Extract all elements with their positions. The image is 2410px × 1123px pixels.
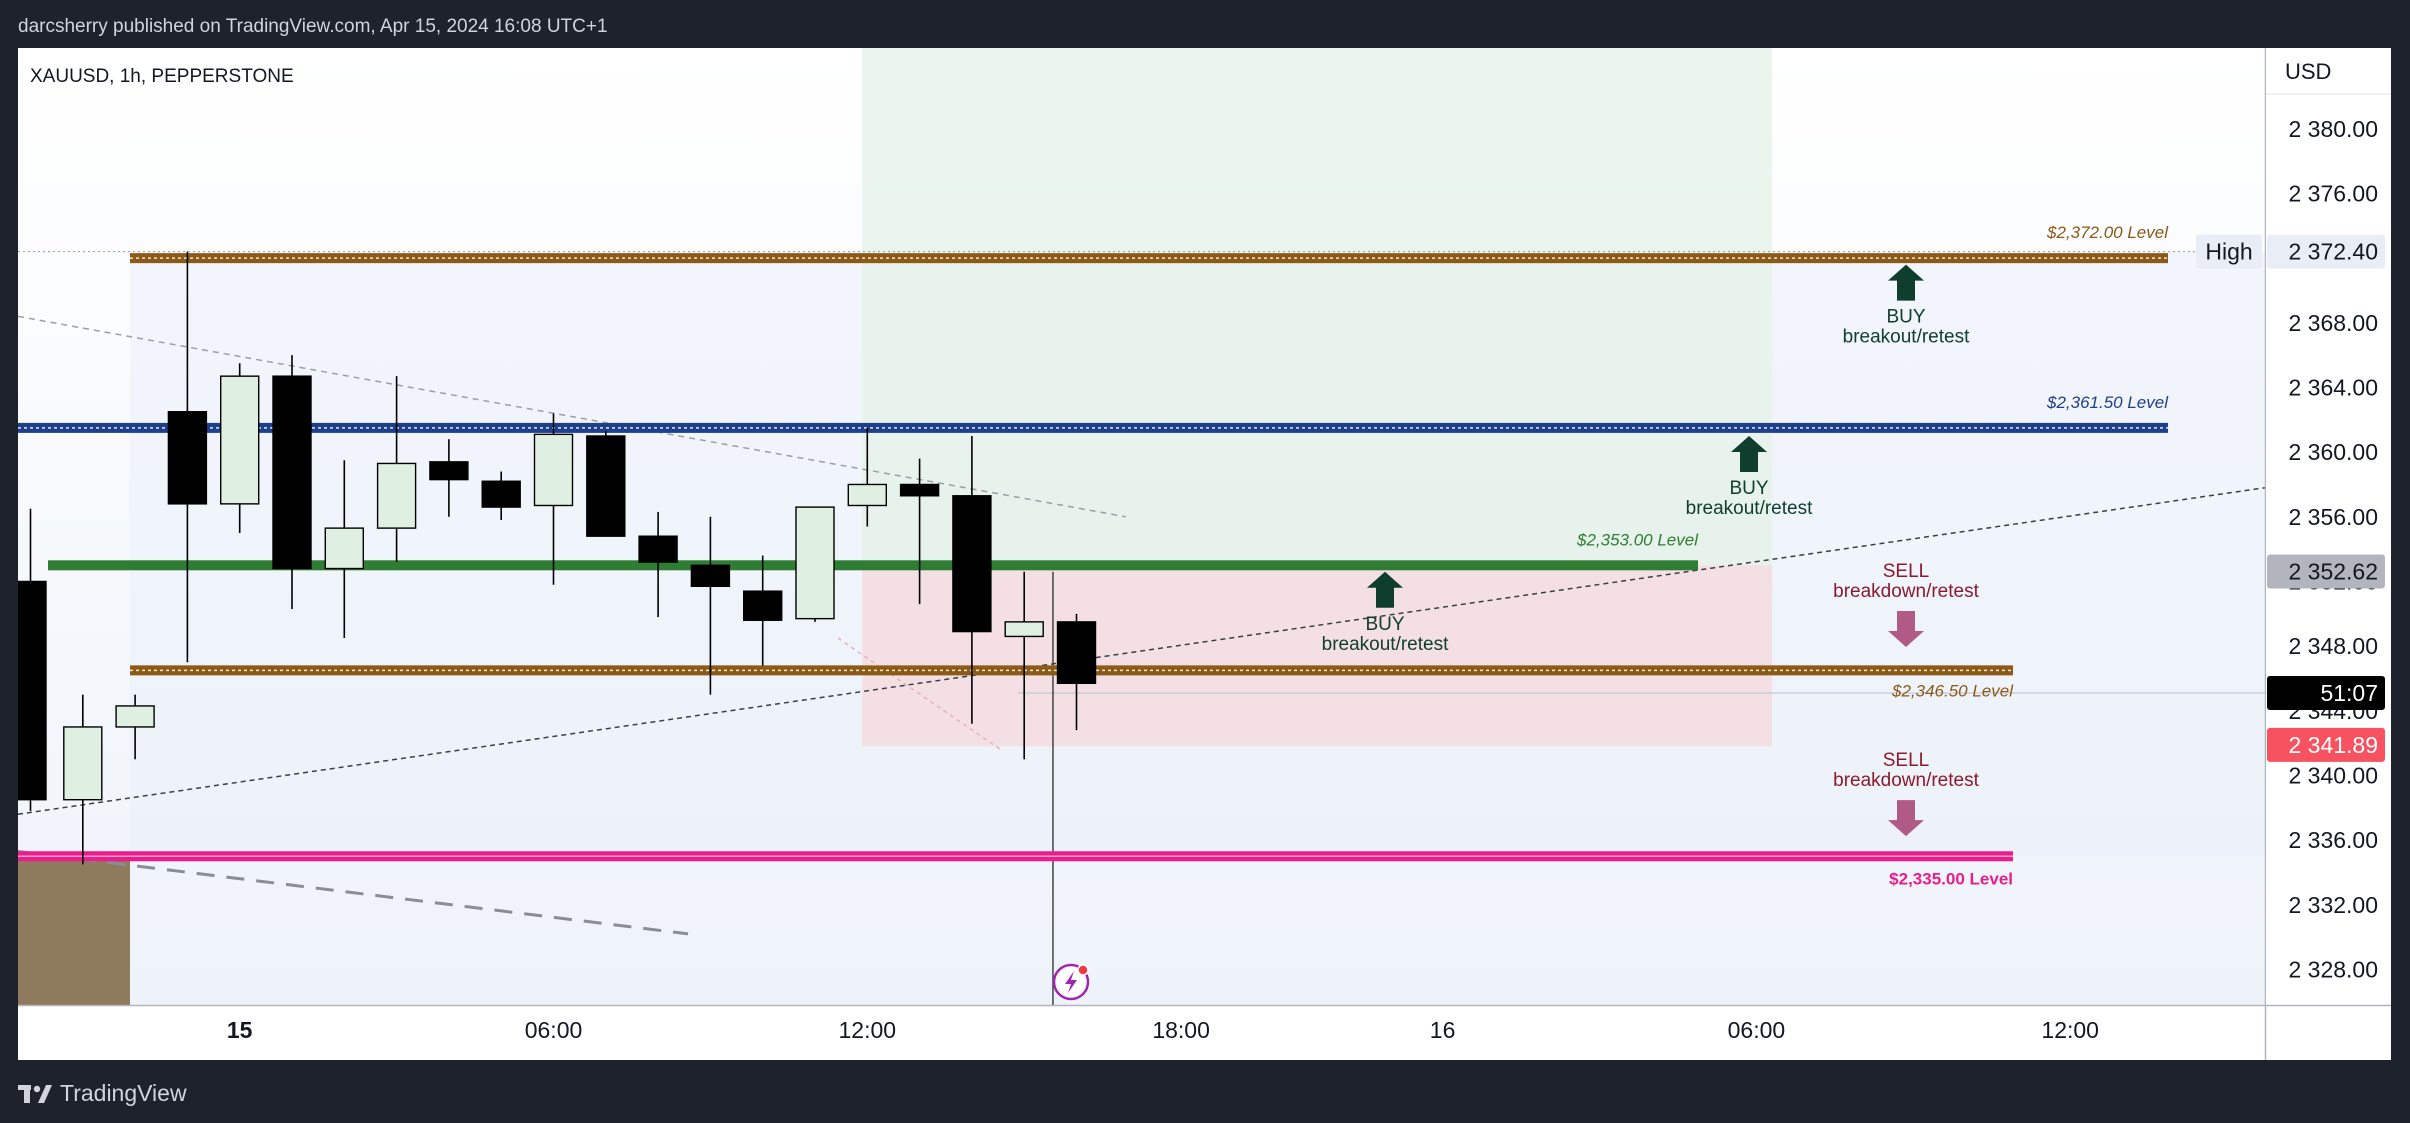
level-line-0[interactable] — [130, 253, 2168, 264]
candlestick-chart[interactable]: $2,372.00 Level $2,361.50 Level $2,353.00 … — [18, 48, 2391, 1060]
footer: TradingView — [0, 1060, 2410, 1123]
signal-title-0: BUY — [1886, 307, 1925, 328]
candle-body-7[interactable] — [376, 462, 417, 529]
candle-body-8[interactable] — [429, 461, 469, 481]
candle-body-9[interactable] — [481, 480, 521, 508]
level-label-2: $2,353.00 Level — [1576, 530, 1699, 549]
candle-body-3[interactable] — [167, 411, 208, 505]
candle-body-1[interactable] — [63, 726, 103, 801]
time-axis[interactable] — [18, 1005, 2391, 1060]
signal-subtitle-0: breakout/retest — [1843, 327, 1970, 348]
sell-arrow-icon-4 — [1888, 800, 1924, 837]
time-tick-label-5: 06:00 — [1728, 1017, 1786, 1043]
lightning-bolt-icon — [1065, 971, 1077, 993]
level-line-2[interactable] — [48, 560, 1698, 571]
tradingview-brand-label: TradingView — [60, 1080, 187, 1106]
price-tick-label-12: 2 376.00 — [2288, 180, 2378, 206]
price-tag-0 — [2267, 234, 2385, 269]
time-tick-label-1: 06:00 — [525, 1017, 583, 1043]
candle-body-10[interactable] — [533, 433, 574, 507]
time-tick-label-4: 16 — [1430, 1017, 1456, 1043]
price-tick-label-3: 2 340.00 — [2288, 762, 2378, 788]
level-label-0: $2,372.00 Level — [2046, 223, 2169, 242]
left-range-block — [18, 851, 130, 1005]
candle-body-0[interactable] — [18, 580, 47, 801]
time-tick-label-2: 12:00 — [839, 1017, 897, 1043]
signal-subtitle-3: breakdown/retest — [1833, 581, 1979, 602]
price-tick-label-8: 2 360.00 — [2288, 439, 2378, 465]
candle-body-11[interactable] — [586, 435, 626, 537]
price-tag-2 — [2267, 676, 2385, 711]
signal-subtitle-2: breakout/retest — [1322, 634, 1449, 655]
signal-title-2: BUY — [1365, 614, 1404, 635]
position-stop-zone — [862, 565, 1773, 747]
candle-body-18[interactable] — [952, 495, 992, 633]
signal-subtitle-1: breakout/retest — [1686, 498, 1813, 519]
price-tick-label-5: 2 348.00 — [2288, 633, 2378, 659]
signal-title-1: BUY — [1729, 478, 1768, 499]
price-tag-value-2: 51:07 — [2320, 680, 2378, 706]
level-label-1: $2,361.50 Level — [2046, 393, 2169, 412]
price-tag-label-0: High — [2205, 239, 2252, 265]
tradingview-logo-icon — [18, 1084, 52, 1103]
price-tag-value-3: 2 341.89 — [2288, 732, 2378, 758]
currency-box[interactable] — [2266, 48, 2391, 94]
trendline-lower — [18, 849, 689, 936]
candle-body-16[interactable] — [847, 483, 887, 507]
price-axis[interactable] — [2266, 48, 2391, 1005]
price-tick-label-0: 2 328.00 — [2288, 956, 2378, 982]
time-tick-label-0: 15 — [227, 1017, 253, 1043]
price-tag-value-1: 2 352.62 — [2288, 558, 2378, 584]
candle-body-12[interactable] — [638, 535, 678, 563]
trendline-rising — [18, 486, 2266, 815]
candle-body-20[interactable] — [1056, 621, 1097, 685]
publisher-text: darcsherry published on TradingView.com,… — [18, 16, 608, 37]
chart-panel[interactable]: $2,372.00 Level $2,361.50 Level $2,353.00 … — [18, 48, 2391, 1060]
candle-body-5[interactable] — [272, 375, 312, 570]
candle-body-6[interactable] — [324, 527, 364, 570]
alert-dot-icon — [1077, 964, 1089, 976]
tradingview-brand[interactable]: TradingView — [18, 1080, 187, 1107]
price-tick-label-1: 2 332.00 — [2288, 892, 2378, 918]
position-target-zone — [862, 48, 1773, 566]
buy-arrow-icon-0 — [1888, 264, 1924, 301]
sell-arrow-icon-3 — [1888, 610, 1924, 647]
symbol-line: XAUUSD, 1h, PEPPERSTONE — [30, 66, 294, 87]
signal-title-4: SELL — [1883, 750, 1929, 771]
level-label-3: $2,346.50 Level — [1891, 681, 2014, 700]
candle-body-2[interactable] — [115, 705, 155, 728]
time-tick-label-6: 12:00 — [2041, 1017, 2099, 1043]
signal-subtitle-4: breakdown/retest — [1833, 770, 1979, 791]
candle-body-13[interactable] — [690, 564, 731, 588]
candle-body-15[interactable] — [795, 506, 835, 620]
level-label-4: $2,335.00 Level — [1889, 869, 2013, 888]
price-tick-label-9: 2 364.00 — [2288, 374, 2378, 400]
price-tag-label-box-0 — [2196, 234, 2262, 269]
buy-arrow-icon-2 — [1367, 571, 1403, 608]
price-tick-label-7: 2 356.00 — [2288, 504, 2378, 530]
candle-body-4[interactable] — [219, 375, 260, 505]
price-tick-label-2: 2 336.00 — [2288, 827, 2378, 853]
price-tick-label-10: 2 368.00 — [2288, 310, 2378, 336]
price-tag-value-0: 2 372.40 — [2288, 239, 2378, 265]
price-tick-label-13: 2 380.00 — [2288, 116, 2378, 142]
publisher-header: darcsherry published on TradingView.com,… — [0, 0, 2410, 48]
candle-body-14[interactable] — [743, 590, 783, 621]
price-tag-1 — [2267, 554, 2385, 589]
buy-arrow-icon-1 — [1731, 435, 1767, 472]
position-diagonal — [837, 637, 1004, 752]
candle-body-17[interactable] — [899, 483, 940, 497]
candle-body-19[interactable] — [1004, 621, 1044, 638]
signal-title-3: SELL — [1883, 561, 1929, 582]
currency-label: USD — [2285, 59, 2331, 84]
price-tag-3 — [2267, 727, 2385, 762]
time-tick-label-3: 18:00 — [1152, 1017, 1210, 1043]
trendline-upper — [18, 315, 1127, 518]
